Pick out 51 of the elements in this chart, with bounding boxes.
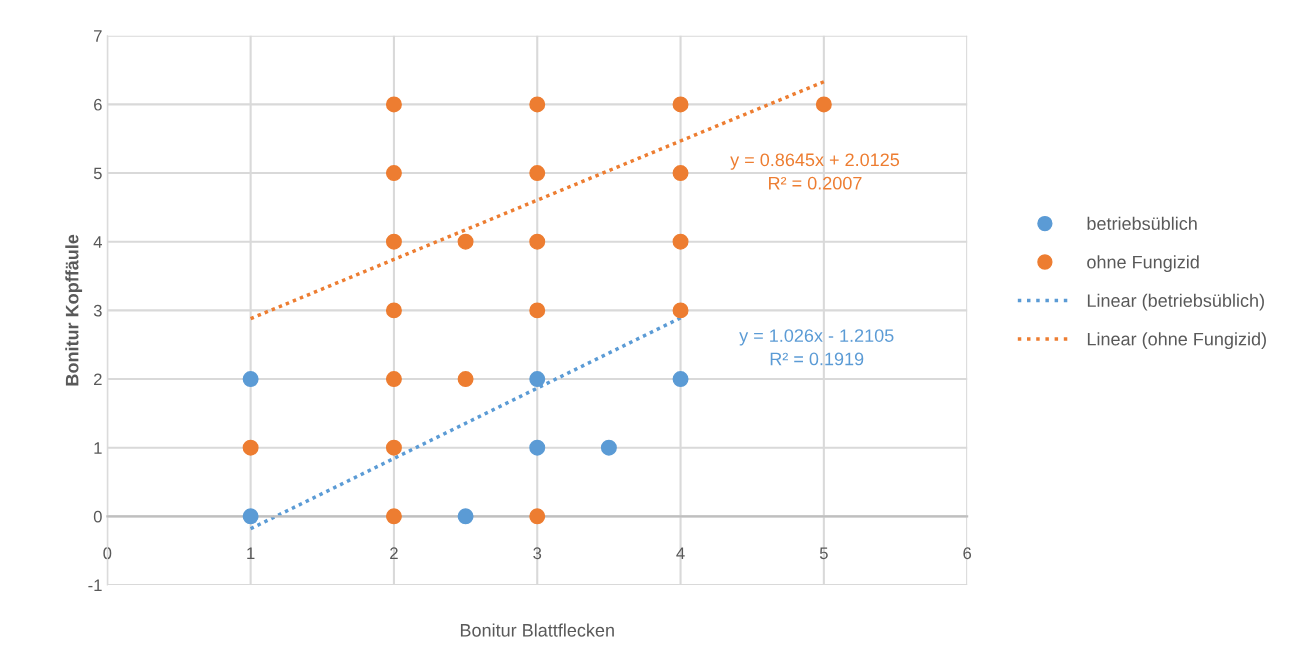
- point: [600, 439, 617, 456]
- x-tick-label: 6: [963, 547, 972, 560]
- point: [385, 96, 402, 113]
- y-tick-label: 7: [94, 30, 102, 42]
- y-tick-label: 2: [94, 373, 102, 386]
- point: [529, 439, 546, 456]
- point: [672, 302, 689, 319]
- y-tick-label: 3: [93, 304, 102, 317]
- point: [385, 371, 402, 388]
- y-tick-label: 5: [93, 167, 102, 180]
- x-tick-label: 4: [676, 547, 685, 559]
- x-axis-title: Bonitur Blattflecken: [460, 623, 614, 637]
- point: [672, 371, 689, 388]
- y-tick-label: 0: [93, 510, 102, 523]
- x-tick-label: 2: [390, 547, 398, 559]
- y-tick-label: 6: [94, 98, 102, 111]
- point: [815, 96, 832, 113]
- point: [242, 508, 259, 525]
- point: [242, 439, 259, 456]
- point: [672, 165, 689, 182]
- x-tick-label: 5: [819, 547, 828, 560]
- y-tick-label: -1: [88, 579, 102, 592]
- point: [385, 508, 402, 525]
- point: [457, 371, 474, 388]
- point: [529, 508, 546, 525]
- legend-label: Linear (ohne Fungizid): [1087, 332, 1266, 350]
- point: [672, 233, 689, 250]
- point: [529, 96, 546, 113]
- point: [529, 302, 546, 319]
- point: [529, 165, 546, 182]
- point: [242, 371, 259, 388]
- point: [385, 233, 402, 250]
- y-tick-label: 1: [94, 442, 102, 454]
- point: [457, 508, 474, 525]
- point: [385, 439, 402, 456]
- x-tick-label: 3: [533, 547, 542, 560]
- legend-label: Linear (betriebsüblich): [1087, 293, 1264, 311]
- point: [457, 233, 474, 250]
- point: [529, 371, 546, 388]
- legend-label: ohne Fungizid: [1087, 255, 1199, 273]
- point: [672, 96, 689, 113]
- annotation: y = 0.8645x + 2.0125 R² = 0.2007: [730, 153, 900, 190]
- point: [529, 233, 546, 250]
- y-tick-label: 4: [93, 236, 102, 248]
- annotation: y = 1.026x - 1.2105 R² = 0.1919: [739, 329, 894, 366]
- point: [385, 165, 402, 182]
- x-tick-label: 0: [103, 547, 112, 560]
- y-axis-title: Bonitur Kopffäule: [65, 234, 83, 386]
- x-tick-label: 1: [247, 547, 255, 559]
- legend-label: betriebsüblich: [1087, 216, 1197, 231]
- point: [385, 302, 402, 319]
